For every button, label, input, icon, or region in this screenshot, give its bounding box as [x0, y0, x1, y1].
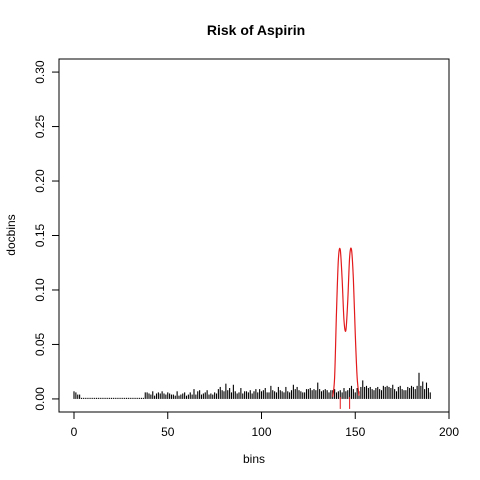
reference-lines	[339, 396, 351, 409]
plot-frame	[58, 58, 450, 413]
chart-title: Risk of Aspirin	[207, 22, 305, 38]
y-axis-label: docbins	[4, 214, 18, 255]
x-tick-label: 150	[345, 425, 365, 439]
y-tick-label: 0.05	[33, 332, 47, 356]
x-tick-label: 0	[71, 425, 78, 439]
bar-series	[73, 372, 431, 399]
y-tick-label: 0.15	[33, 223, 47, 247]
y-tick-label: 0.00	[33, 387, 47, 411]
y-axis: 0.00 0.05 0.10 0.15 0.20 0.25 0.30	[33, 60, 60, 411]
y-tick-label: 0.10	[33, 278, 47, 302]
x-tick-label: 200	[439, 425, 459, 439]
x-tick-label: 50	[161, 425, 175, 439]
density-curve	[332, 247, 360, 397]
x-axis-label: bins	[243, 452, 265, 466]
y-tick-label: 0.30	[33, 60, 47, 84]
y-tick-label: 0.20	[33, 169, 47, 193]
x-tick-label: 100	[251, 425, 271, 439]
y-tick-label: 0.25	[33, 115, 47, 139]
x-axis: 0 50 100 150 200	[71, 411, 459, 439]
